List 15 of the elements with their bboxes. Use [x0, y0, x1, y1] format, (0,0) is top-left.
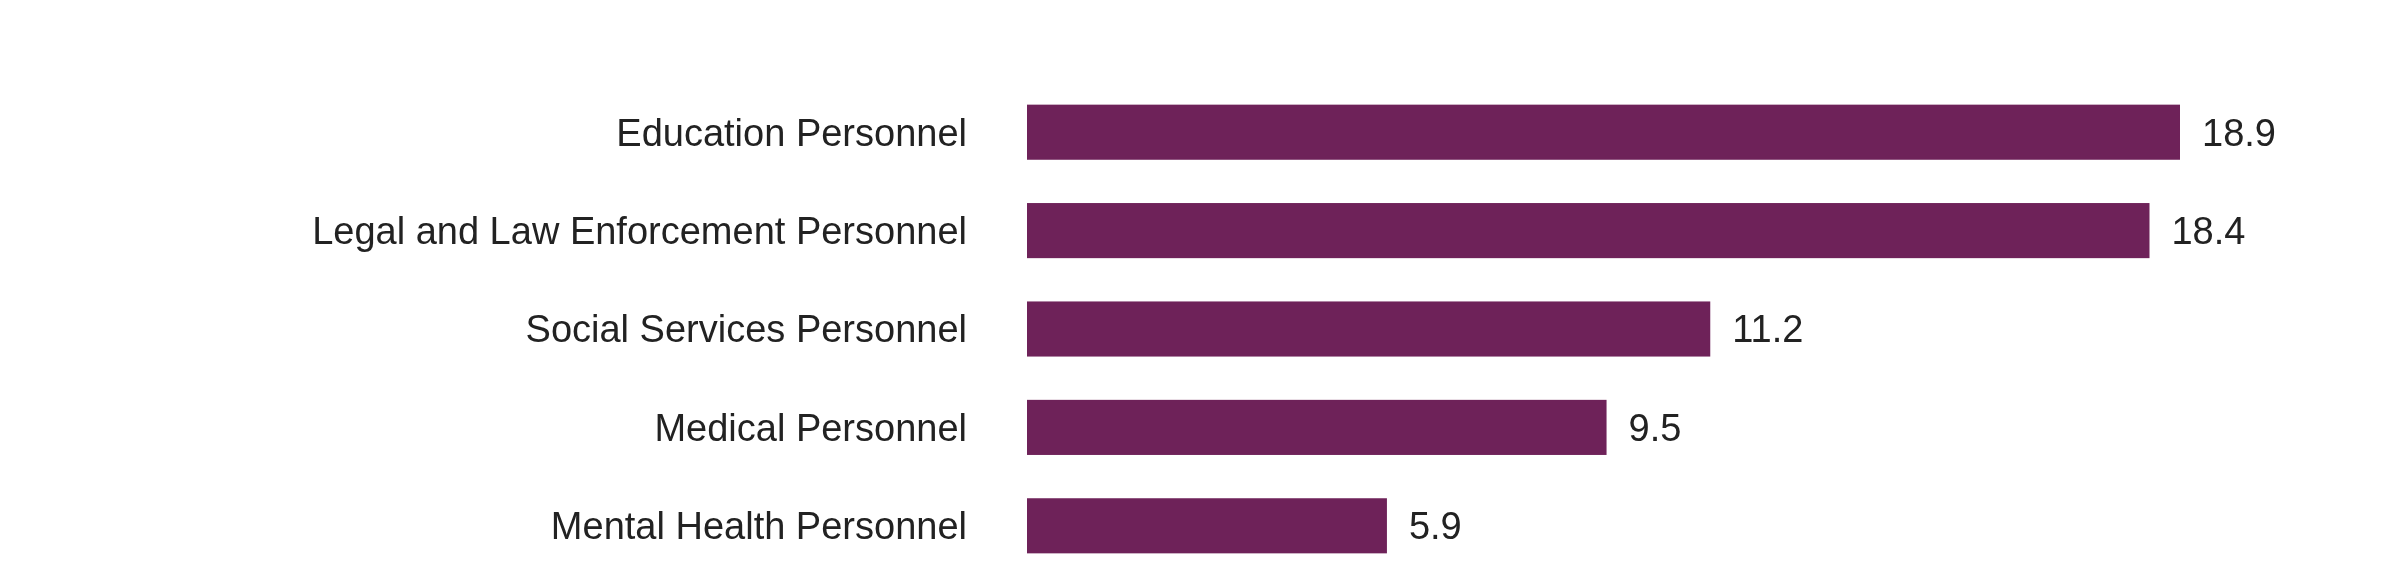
bar	[1027, 203, 2150, 259]
data-label: 9.5	[1628, 406, 1682, 449]
y-tick-label: Education Personnel	[616, 111, 967, 154]
y-tick-label: Legal and Law Enforcement Personnel	[312, 209, 967, 252]
bar	[1027, 498, 1387, 554]
data-label: 11.2	[1732, 308, 1804, 351]
bar	[1027, 399, 1607, 455]
bar	[1027, 104, 2180, 160]
data-label: 18.9	[2202, 111, 2276, 154]
y-tick-label: Mental Health Personnel	[550, 505, 967, 548]
data-label: 18.4	[2171, 209, 2246, 252]
bar	[1027, 301, 1711, 357]
y-tick-label: Social Services Personnel	[525, 308, 967, 351]
data-label: 5.9	[1408, 505, 1462, 548]
y-tick-label: Medical Personnel	[654, 406, 967, 449]
